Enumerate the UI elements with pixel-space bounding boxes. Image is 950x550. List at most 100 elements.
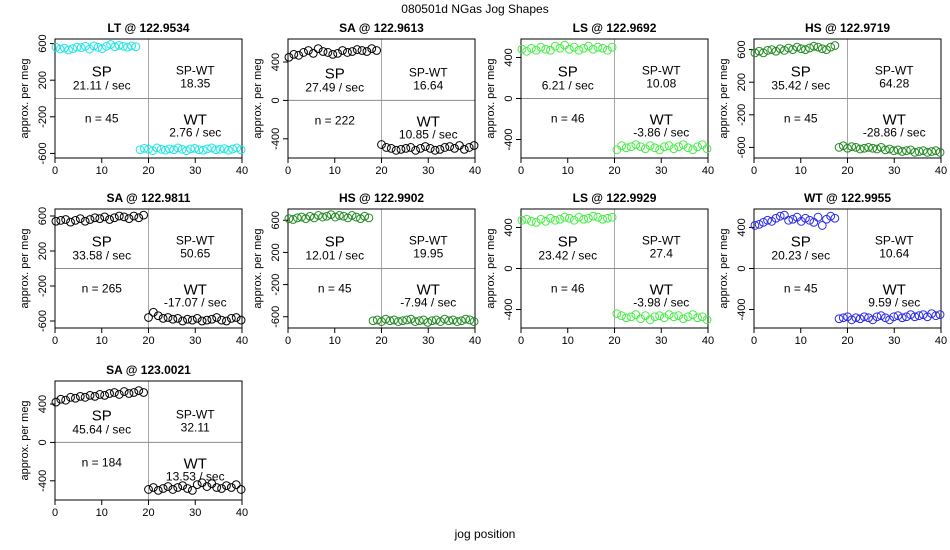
- spwt-label: SP-WT: [409, 234, 448, 248]
- data-point: [357, 46, 367, 55]
- data-point: [139, 143, 149, 153]
- data-point: [536, 214, 546, 224]
- data-point: [114, 211, 124, 221]
- data-point: [202, 315, 212, 325]
- data-point: [222, 481, 231, 491]
- data-point: [411, 145, 421, 155]
- data-point: [872, 312, 882, 322]
- data-point: [59, 43, 69, 53]
- data-point: [834, 143, 844, 152]
- data-point: [631, 140, 641, 150]
- spwt-label: SP-WT: [176, 407, 215, 421]
- y-tick-label: 0: [736, 265, 748, 271]
- data-point: [826, 42, 836, 52]
- data-point: [910, 312, 920, 322]
- chart-panel: WT @ 122.9955 0 10 20 30 40 -400 0 400 approx. pe…: [718, 191, 947, 347]
- y-tick-label: -600: [270, 306, 282, 328]
- data-point: [323, 48, 333, 57]
- y-tick-label: 400: [503, 218, 515, 236]
- data-point: [469, 141, 479, 150]
- data-point: [880, 313, 890, 323]
- spwt-label: SP-WT: [642, 64, 681, 78]
- data-point: [367, 44, 377, 53]
- data-point: [391, 145, 401, 155]
- data-point: [80, 392, 90, 402]
- data-point: [219, 144, 229, 154]
- panel-title: LS @ 122.9929: [573, 191, 657, 205]
- data-point: [569, 215, 579, 225]
- data-point: [197, 316, 207, 326]
- data-point: [377, 317, 386, 326]
- spwt-label: SP-WT: [875, 64, 914, 78]
- data-point: [129, 211, 139, 221]
- y-axis-label: approx. per meg: [485, 228, 497, 308]
- data-point: [76, 43, 86, 53]
- sp-label: SP: [325, 234, 345, 251]
- data-point: [593, 42, 603, 52]
- data-point: [522, 214, 532, 224]
- data-point: [105, 389, 114, 398]
- data-point: [401, 144, 411, 153]
- data-point: [377, 140, 386, 149]
- data-point: [183, 314, 192, 324]
- y-tick-label: -200: [736, 104, 748, 126]
- data-point: [304, 46, 313, 55]
- panel-title: LT @ 122.9534: [107, 21, 190, 35]
- data-point: [809, 41, 819, 51]
- data-point: [838, 313, 848, 323]
- data-point: [612, 309, 622, 319]
- chart-panel: SA @ 122.9613 0 10 20 30 40 -400 0 400 approx. pe…: [252, 21, 481, 177]
- x-tick-label: 30: [655, 165, 667, 177]
- data-point: [416, 144, 425, 153]
- data-point: [183, 484, 192, 493]
- spwt-value: 50.65: [180, 247, 210, 261]
- data-point: [876, 311, 886, 321]
- data-point: [75, 391, 85, 401]
- data-point: [788, 45, 798, 54]
- sp-label: SP: [92, 407, 112, 424]
- data-point: [97, 44, 107, 54]
- data-point: [893, 145, 903, 155]
- data-point: [284, 214, 294, 224]
- n-count: n = 46: [551, 282, 585, 296]
- y-tick-label: 0: [503, 95, 515, 101]
- data-point: [222, 316, 231, 326]
- data-point: [683, 312, 693, 322]
- x-tick-label: 0: [751, 335, 757, 347]
- data-point: [114, 390, 124, 399]
- x-axis-label: jog position: [454, 527, 516, 541]
- data-point: [299, 48, 308, 57]
- data-point: [555, 214, 565, 224]
- data-point: [318, 212, 327, 222]
- x-tick-label: 30: [422, 335, 434, 347]
- y-tick-label: 400: [503, 48, 515, 66]
- data-point: [386, 144, 396, 153]
- n-count: n = 222: [315, 113, 356, 127]
- data-point: [602, 213, 612, 223]
- data-point: [177, 144, 187, 154]
- panel-title: LS @ 122.9692: [573, 21, 657, 35]
- data-point: [593, 212, 603, 222]
- data-point: [885, 144, 894, 154]
- data-point: [631, 310, 641, 320]
- data-point: [546, 45, 555, 55]
- data-point: [398, 316, 407, 326]
- data-point: [645, 315, 655, 325]
- data-point: [80, 216, 90, 226]
- data-point: [650, 312, 660, 322]
- chart-panel: LT @ 122.9534 0 10 20 30 40 -600 -200 200 600 appr…: [19, 21, 248, 177]
- y-tick-label: -200: [270, 274, 282, 296]
- data-point: [813, 42, 823, 52]
- data-point: [90, 213, 100, 223]
- y-tick-label: -400: [503, 299, 515, 321]
- data-point: [688, 145, 698, 155]
- x-tick-label: 40: [469, 165, 481, 177]
- wt-rate: -7.94 / sec: [400, 296, 456, 310]
- x-tick-label: 20: [142, 507, 154, 519]
- wt-label: WT: [184, 282, 207, 299]
- data-point: [135, 145, 145, 155]
- sp-rate: 35.42 / sec: [771, 79, 830, 93]
- data-point: [664, 310, 674, 320]
- sp-rate: 12.01 / sec: [305, 249, 364, 263]
- data-point: [410, 317, 420, 326]
